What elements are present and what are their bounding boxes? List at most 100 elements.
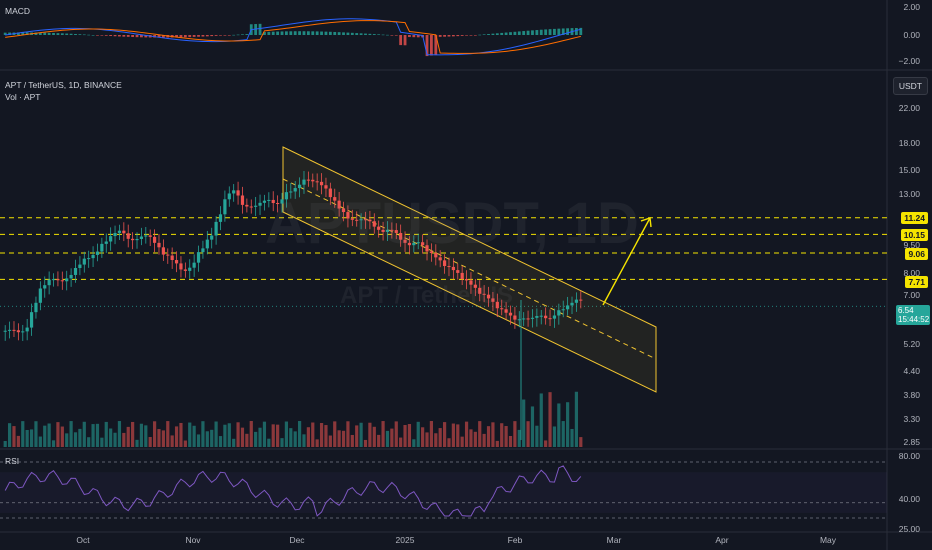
date-label: Oct bbox=[76, 535, 90, 545]
candle-body bbox=[126, 233, 130, 239]
candle-body bbox=[333, 197, 337, 201]
macd-histogram-bar bbox=[557, 28, 561, 35]
volume-bar bbox=[161, 430, 165, 447]
candle-body bbox=[254, 205, 258, 207]
volume-bar bbox=[262, 421, 267, 447]
macd-histogram-bar bbox=[509, 32, 512, 35]
rsi-tick-40: 40.00 bbox=[898, 494, 920, 504]
candle-body bbox=[486, 294, 491, 299]
rsi-band bbox=[0, 472, 887, 513]
volume-bar bbox=[91, 424, 95, 447]
volume-bar bbox=[43, 425, 47, 447]
volume-bar bbox=[201, 421, 205, 447]
candle-body bbox=[456, 270, 460, 273]
symbol-title[interactable]: APT / TetherUS, 1D, BINANCE bbox=[5, 80, 122, 90]
candle-body bbox=[315, 181, 319, 183]
candle-body bbox=[561, 309, 565, 311]
candle-body bbox=[390, 229, 394, 231]
macd-histogram-bar bbox=[315, 31, 319, 35]
volume-bar bbox=[148, 437, 152, 447]
volume-bar bbox=[16, 435, 20, 447]
rsi-tick-25: 25.00 bbox=[898, 524, 920, 534]
candle-body bbox=[412, 242, 416, 246]
macd-histogram-bar bbox=[342, 32, 345, 35]
currency-button[interactable]: USDT bbox=[892, 77, 928, 95]
macd-histogram-bar bbox=[386, 34, 389, 36]
volume-bar bbox=[482, 433, 486, 447]
macd-histogram-bar bbox=[328, 31, 332, 35]
candle-body bbox=[570, 302, 574, 306]
date-label: Dec bbox=[289, 535, 305, 545]
macd-histogram-bar bbox=[377, 34, 381, 35]
candle-body bbox=[104, 241, 108, 244]
macd-histogram-bar bbox=[364, 33, 367, 35]
volume-bar bbox=[227, 423, 231, 447]
macd-histogram-bar bbox=[298, 31, 301, 35]
candle-body bbox=[473, 284, 477, 288]
volume-label[interactable]: Vol · APT bbox=[5, 92, 41, 102]
candle-body bbox=[469, 280, 473, 285]
macd-histogram-bar bbox=[553, 28, 556, 35]
macd-histogram-bar bbox=[566, 28, 570, 35]
candle-body bbox=[223, 199, 227, 215]
candle-body bbox=[16, 330, 20, 333]
candle-body bbox=[289, 191, 293, 193]
candle-body bbox=[399, 232, 403, 240]
candle-body bbox=[311, 179, 315, 182]
volume-bar bbox=[100, 437, 104, 447]
candle-body bbox=[148, 235, 152, 237]
volume-bar bbox=[188, 422, 192, 447]
macd-histogram-bar bbox=[311, 31, 315, 35]
volume-bar bbox=[293, 431, 297, 447]
macd-histogram-bar bbox=[412, 35, 416, 38]
macd-histogram-bar bbox=[487, 34, 490, 35]
macd-histogram-bar bbox=[227, 35, 231, 36]
macd-histogram-bar bbox=[544, 29, 548, 35]
volume-bar bbox=[513, 421, 517, 447]
macd-histogram-bar bbox=[52, 32, 55, 35]
candle-body bbox=[438, 257, 442, 261]
candle-body bbox=[179, 263, 183, 270]
candle-body bbox=[21, 331, 25, 333]
candle-body bbox=[205, 239, 209, 249]
date-label: Apr bbox=[715, 535, 729, 545]
volume-bar bbox=[473, 431, 477, 447]
price-tick: 22.00 bbox=[898, 103, 920, 113]
candle-body bbox=[557, 310, 561, 316]
macd-histogram-bar bbox=[500, 32, 504, 35]
candle-body bbox=[579, 299, 583, 301]
candle-body bbox=[91, 254, 95, 259]
price-tick: 13.00 bbox=[898, 189, 920, 199]
macd-histogram-bar bbox=[416, 35, 420, 38]
volume-bar bbox=[337, 430, 341, 447]
price-tick: 18.00 bbox=[898, 138, 920, 148]
candle-body bbox=[240, 195, 245, 205]
volume-bar bbox=[434, 433, 438, 447]
candle-body bbox=[429, 251, 434, 253]
volume-bar bbox=[131, 421, 135, 447]
volume-bar bbox=[469, 429, 473, 447]
candle-body bbox=[78, 264, 82, 269]
volume-bar bbox=[530, 406, 535, 447]
volume-bar bbox=[113, 432, 117, 447]
volume-bar bbox=[122, 432, 126, 447]
candle-body bbox=[394, 230, 398, 233]
macd-signal-line bbox=[5, 20, 581, 54]
candle-body bbox=[51, 279, 56, 281]
macd-histogram-bar bbox=[381, 34, 385, 36]
volume-bar bbox=[56, 422, 60, 447]
macd-histogram-bar bbox=[43, 32, 47, 35]
volume-bar bbox=[381, 421, 385, 447]
candle-body bbox=[460, 272, 464, 279]
candle-body bbox=[280, 199, 284, 204]
volume-bar bbox=[174, 426, 179, 447]
macd-histogram-bar bbox=[245, 34, 249, 35]
macd-histogram-bar bbox=[346, 32, 350, 35]
candle-body bbox=[276, 203, 280, 205]
volume-bar bbox=[245, 433, 249, 447]
volume-bar bbox=[69, 421, 73, 447]
volume-bar bbox=[324, 425, 328, 447]
macd-histogram-bar bbox=[8, 32, 11, 35]
volume-bar bbox=[425, 432, 429, 447]
